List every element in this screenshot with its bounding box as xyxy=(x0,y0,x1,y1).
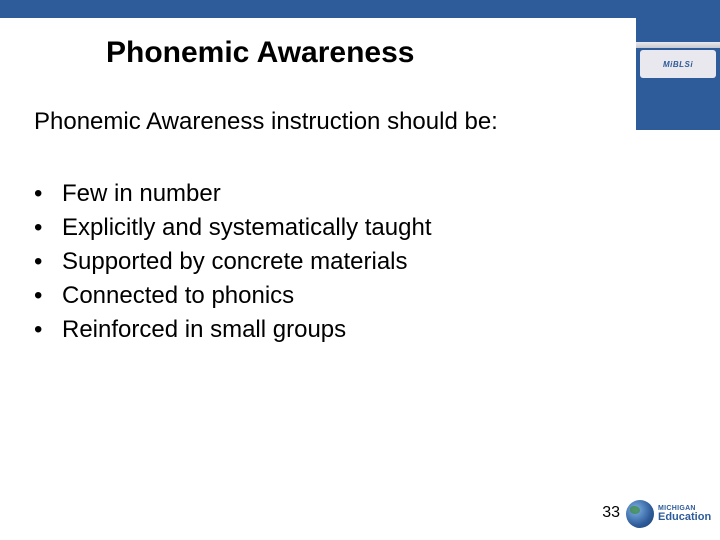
bullet-text: Supported by concrete materials xyxy=(62,248,408,276)
list-item: • Few in number xyxy=(34,180,432,208)
list-item: • Explicitly and systematically taught xyxy=(34,214,432,242)
bullet-text: Few in number xyxy=(62,180,221,208)
top-logo: MiBLSi xyxy=(640,50,716,78)
bullet-dot-icon: • xyxy=(34,316,62,344)
bullet-dot-icon: • xyxy=(34,180,62,208)
bullet-list: • Few in number • Explicitly and systema… xyxy=(34,180,432,350)
top-logo-text: MiBLSi xyxy=(663,60,693,69)
list-item: • Reinforced in small groups xyxy=(34,316,432,344)
page-number: 33 xyxy=(602,504,620,522)
list-item: • Connected to phonics xyxy=(34,282,432,310)
slide-title: Phonemic Awareness xyxy=(106,36,414,70)
footer-logo-line2: Education xyxy=(658,512,711,523)
bullet-dot-icon: • xyxy=(34,214,62,242)
bullet-dot-icon: • xyxy=(34,248,62,276)
bullet-text: Explicitly and systematically taught xyxy=(62,214,432,242)
globe-icon xyxy=(626,500,654,528)
top-accent-band xyxy=(0,0,720,18)
footer-logo: MICHIGAN Education xyxy=(626,496,712,532)
bullet-dot-icon: • xyxy=(34,282,62,310)
top-logo-stripe xyxy=(636,42,720,48)
footer-logo-text: MICHIGAN Education xyxy=(658,505,711,523)
list-item: • Supported by concrete materials xyxy=(34,248,432,276)
bullet-text: Connected to phonics xyxy=(62,282,294,310)
slide-subtitle: Phonemic Awareness instruction should be… xyxy=(34,108,498,136)
bullet-text: Reinforced in small groups xyxy=(62,316,346,344)
